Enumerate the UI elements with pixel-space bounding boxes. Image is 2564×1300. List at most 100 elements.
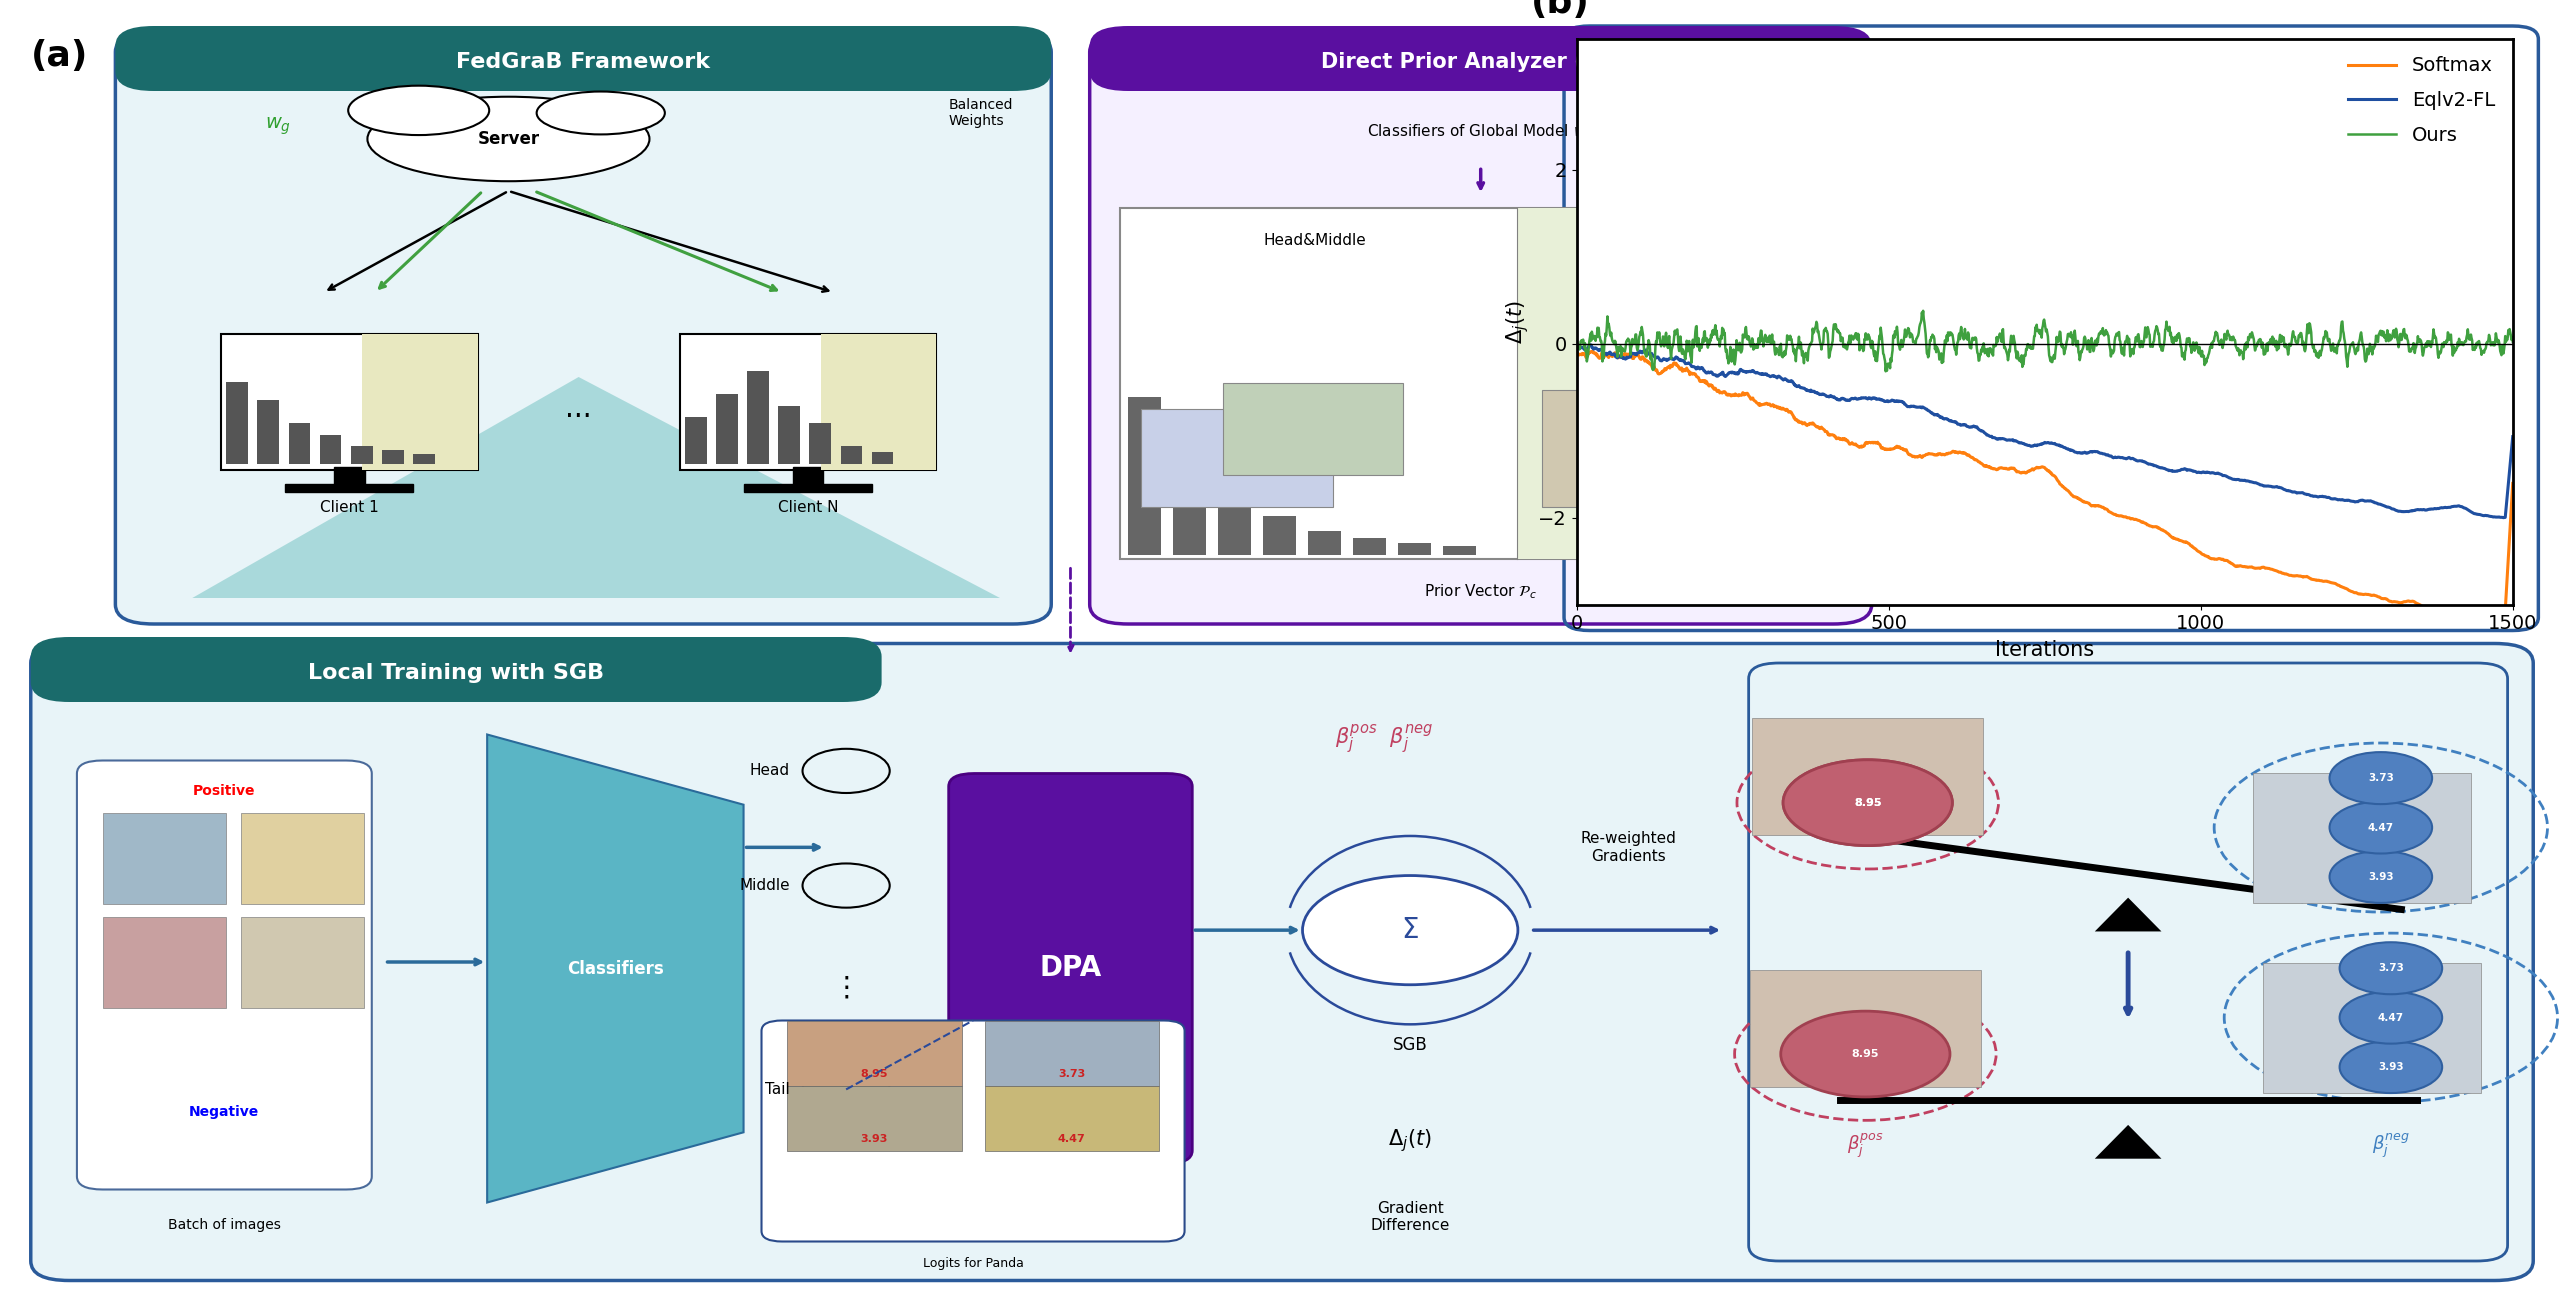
Polygon shape xyxy=(192,377,1000,598)
Text: $\Delta_j(t)$: $\Delta_j(t)$ xyxy=(1387,1127,1433,1154)
Bar xyxy=(320,434,341,464)
Eqlv2-FL xyxy=(1772,373,1802,389)
FancyBboxPatch shape xyxy=(77,760,372,1190)
Text: 3.93: 3.93 xyxy=(2377,1062,2402,1072)
Text: Prior Vector $\mathcal{P}_c$: Prior Vector $\mathcal{P}_c$ xyxy=(1426,582,1536,601)
Text: 3.93: 3.93 xyxy=(862,1134,887,1144)
Bar xyxy=(103,812,226,904)
Text: Batch of images: Batch of images xyxy=(167,1218,282,1232)
Text: 3.73: 3.73 xyxy=(2369,774,2395,783)
Eqlv2-FL xyxy=(2487,510,2518,525)
Softmax xyxy=(2497,476,2528,491)
Softmax xyxy=(1561,344,1592,360)
Bar xyxy=(1751,718,1982,835)
Legend: Softmax, Eqlv2-FL, Ours: Softmax, Eqlv2-FL, Ours xyxy=(2341,48,2502,152)
Text: Tail: Tail xyxy=(1664,233,1687,248)
Text: 3.73: 3.73 xyxy=(1059,1069,1085,1079)
Softmax xyxy=(2349,586,2379,602)
Bar xyxy=(787,1086,962,1150)
Text: Classifiers of Global Model $w_g$: Classifiers of Global Model $w_g$ xyxy=(1367,122,1595,143)
Ours xyxy=(1631,342,1661,358)
Softmax xyxy=(2436,608,2467,624)
Circle shape xyxy=(803,1067,890,1112)
Softmax xyxy=(1633,355,1664,370)
Text: FedGraB Framework: FedGraB Framework xyxy=(456,52,710,72)
Bar xyxy=(810,422,831,464)
Text: Re-weighted
Gradients: Re-weighted Gradients xyxy=(1579,831,1677,863)
Text: (a): (a) xyxy=(31,39,87,73)
Bar xyxy=(679,334,936,471)
Eqlv2-FL xyxy=(2379,502,2410,517)
Text: Positive: Positive xyxy=(192,784,256,798)
Ours xyxy=(2497,334,2528,350)
Circle shape xyxy=(1782,759,1951,845)
Circle shape xyxy=(2338,992,2441,1044)
Text: ⋮: ⋮ xyxy=(833,974,859,1001)
Text: 4.47: 4.47 xyxy=(2377,1013,2405,1023)
Text: SGB: SGB xyxy=(1392,1036,1428,1054)
Softmax xyxy=(1577,343,1608,359)
Bar xyxy=(685,417,708,464)
Bar xyxy=(1544,390,1749,507)
Text: $\Sigma$: $\Sigma$ xyxy=(1403,916,1418,944)
Text: Gradient
Difference: Gradient Difference xyxy=(1372,1201,1449,1232)
Circle shape xyxy=(2331,753,2433,805)
Bar xyxy=(1264,516,1295,555)
Bar xyxy=(787,1020,962,1086)
Polygon shape xyxy=(487,734,744,1202)
Text: 8.95: 8.95 xyxy=(1851,1049,1879,1060)
Text: Logits for Panda: Logits for Panda xyxy=(923,1257,1023,1270)
Text: $w_g$: $w_g$ xyxy=(264,116,290,136)
Bar xyxy=(1751,970,1982,1087)
Bar xyxy=(1120,208,1841,559)
Text: 8.95: 8.95 xyxy=(862,1069,887,1079)
X-axis label: Iterations: Iterations xyxy=(1995,640,2095,660)
Eqlv2-FL xyxy=(2349,493,2379,508)
FancyBboxPatch shape xyxy=(115,32,1051,624)
Bar xyxy=(792,467,823,486)
Bar xyxy=(1174,441,1205,555)
Bar xyxy=(1354,538,1385,555)
FancyBboxPatch shape xyxy=(762,1020,1185,1242)
Bar xyxy=(985,1086,1159,1150)
Text: Middle: Middle xyxy=(738,878,790,893)
Text: Negative: Negative xyxy=(190,1105,259,1119)
Bar xyxy=(103,916,226,1008)
Softmax xyxy=(2105,508,2136,524)
Bar xyxy=(985,1020,1159,1086)
Text: Tail: Tail xyxy=(764,1082,790,1097)
Text: $\beta_j^{pos}\ \ \beta_j^{neg}$: $\beta_j^{pos}\ \ \beta_j^{neg}$ xyxy=(1336,723,1433,755)
Softmax xyxy=(1772,404,1802,420)
Softmax xyxy=(2379,594,2410,610)
Text: Server: Server xyxy=(477,130,538,148)
Circle shape xyxy=(2331,802,2433,854)
Bar xyxy=(1128,396,1161,555)
Bar xyxy=(744,484,872,491)
FancyBboxPatch shape xyxy=(1090,26,1872,91)
Bar xyxy=(333,467,364,486)
FancyBboxPatch shape xyxy=(1749,663,2508,1261)
Bar xyxy=(290,422,310,464)
Circle shape xyxy=(2338,1041,2441,1093)
Ours xyxy=(2379,330,2410,346)
Circle shape xyxy=(1782,759,1951,845)
Line: Ours: Ours xyxy=(1577,311,2513,372)
Eqlv2-FL xyxy=(1561,341,1592,356)
Text: Direct Prior Analyzer (DPA): Direct Prior Analyzer (DPA) xyxy=(1320,52,1641,72)
Text: 4.47: 4.47 xyxy=(2367,823,2395,832)
Bar xyxy=(1518,208,1841,559)
Eqlv2-FL xyxy=(1633,347,1664,363)
Bar xyxy=(872,452,892,464)
Bar xyxy=(1397,543,1431,555)
Bar xyxy=(241,812,364,904)
Text: Local Training with SGB: Local Training with SGB xyxy=(308,663,605,682)
Bar xyxy=(820,334,936,471)
FancyBboxPatch shape xyxy=(949,774,1192,1164)
Bar xyxy=(413,455,436,464)
Bar xyxy=(746,370,769,464)
FancyBboxPatch shape xyxy=(31,644,2533,1280)
Text: ...: ... xyxy=(564,395,592,424)
Text: Client 1: Client 1 xyxy=(320,500,379,515)
FancyBboxPatch shape xyxy=(1090,32,1872,624)
Text: Classifiers: Classifiers xyxy=(567,959,664,978)
